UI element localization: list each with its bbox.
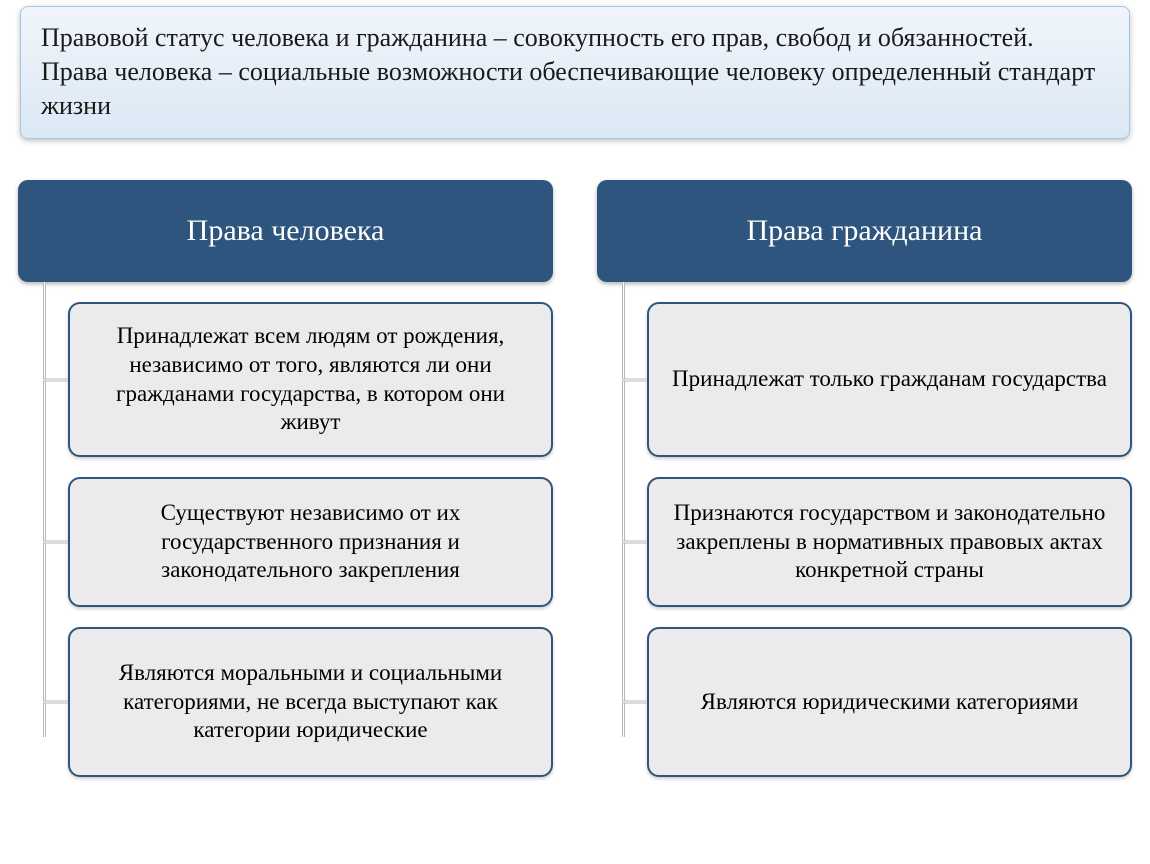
item-box: Принадлежат только гражданам государства [647,302,1132,457]
column-human-rights: Права человека Принадлежат всем людям от… [18,180,553,797]
connector-horizontal [43,541,68,544]
column-title: Права человека [187,214,385,247]
item-box: Являются юридическими категориями [647,627,1132,777]
column-header: Права человека [18,180,553,282]
item-row: Принадлежат всем людям от рождения, неза… [68,302,553,457]
item-text: Являются моральными и социальными катего… [92,659,529,745]
item-box: Признаются государством и законодательно… [647,477,1132,607]
column-citizen-rights: Права гражданина Принадлежат только граж… [597,180,1132,797]
item-row: Существуют независимо от их государствен… [68,477,553,607]
column-header: Права гражданина [597,180,1132,282]
connector-horizontal [43,378,68,381]
item-text: Признаются государством и законодательно… [671,499,1108,585]
item-text: Являются юридическими категориями [701,688,1079,717]
item-row: Принадлежат только гражданам государства [647,302,1132,457]
connector-horizontal [622,541,647,544]
item-row: Признаются государством и законодательно… [647,477,1132,607]
definition-box: Правовой статус человека и гражданина – … [20,6,1130,139]
item-row: Являются юридическими категориями [647,627,1132,777]
connector-horizontal [43,701,68,704]
columns-container: Права человека Принадлежат всем людям от… [18,180,1132,797]
item-text: Принадлежат всем людям от рождения, неза… [92,322,529,437]
items-wrap: Принадлежат только гражданам государства… [597,302,1132,797]
connector-vertical [622,282,625,737]
connector-vertical [43,282,46,737]
item-row: Являются моральными и социальными катего… [68,627,553,777]
item-box: Существуют независимо от их государствен… [68,477,553,607]
definition-text: Правовой статус человека и гражданина – … [41,23,1095,120]
connector-horizontal [622,701,647,704]
items-wrap: Принадлежат всем людям от рождения, неза… [18,302,553,797]
item-text: Существуют независимо от их государствен… [92,499,529,585]
item-text: Принадлежат только гражданам государства [672,365,1107,394]
connector-horizontal [622,378,647,381]
item-box: Являются моральными и социальными катего… [68,627,553,777]
item-box: Принадлежат всем людям от рождения, неза… [68,302,553,457]
column-title: Права гражданина [747,214,983,247]
